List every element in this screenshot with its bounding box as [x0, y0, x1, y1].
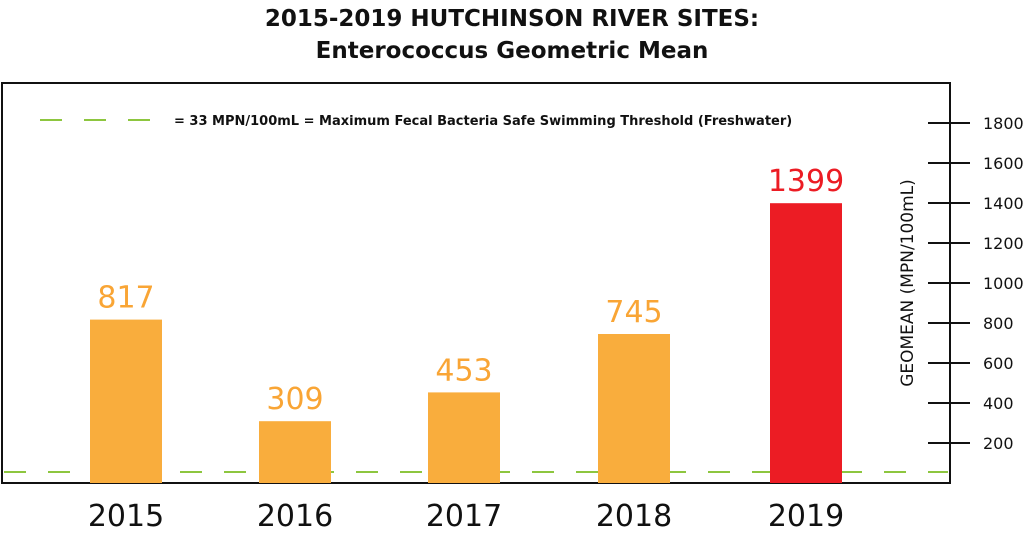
data-label: 1399	[768, 164, 844, 199]
y-tick-label: 800	[983, 314, 1014, 333]
bar-2015	[90, 319, 162, 483]
y-tick-label: 200	[983, 434, 1014, 453]
legend-threshold-label: = 33 MPN/100mL = Maximum Fecal Bacteria …	[174, 114, 792, 129]
bar-2017	[428, 392, 500, 483]
y-tick-label: 400	[983, 394, 1014, 413]
x-tick-label: 2019	[768, 499, 844, 533]
data-label: 817	[97, 281, 154, 316]
x-tick-label: 2015	[88, 499, 164, 533]
y-tick-label: 600	[983, 354, 1014, 373]
data-label: 309	[266, 382, 323, 417]
y-tick-label: 1400	[983, 194, 1024, 213]
x-tick-label: 2017	[426, 499, 502, 533]
y-tick-label: 1600	[983, 154, 1024, 173]
bar-2016	[259, 421, 331, 483]
y-axis-label: GEOMEAN (MPN/100mL)	[898, 179, 918, 387]
x-tick-label: 2018	[596, 499, 672, 533]
chart-subtitle: Enterococcus Geometric Mean	[315, 38, 709, 64]
chart-title: 2015-2019 HUTCHINSON RIVER SITES:	[264, 6, 760, 32]
y-tick-label: 1000	[983, 274, 1024, 293]
bar-2019	[770, 203, 842, 483]
bar-2018	[598, 334, 670, 483]
y-tick-label: 1800	[983, 114, 1024, 133]
x-tick-label: 2016	[257, 499, 333, 533]
data-label: 745	[605, 295, 662, 330]
y-tick-label: 1200	[983, 234, 1024, 253]
data-label: 453	[435, 353, 492, 388]
